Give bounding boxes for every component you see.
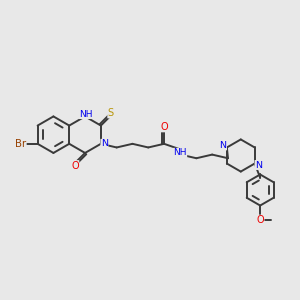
Text: N: N <box>220 141 226 150</box>
Text: O: O <box>71 160 79 171</box>
Text: N: N <box>101 139 108 148</box>
Text: N: N <box>255 160 262 169</box>
Text: O: O <box>256 215 264 225</box>
Text: NH: NH <box>79 110 92 118</box>
Text: S: S <box>108 108 114 118</box>
Text: O: O <box>160 122 168 132</box>
Text: NH: NH <box>173 148 187 157</box>
Text: Br: Br <box>15 139 26 149</box>
